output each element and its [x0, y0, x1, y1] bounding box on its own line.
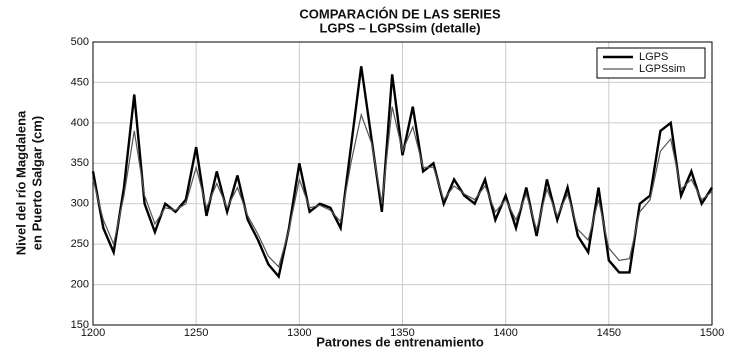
line-series: [91, 66, 714, 280]
x-tick-label: 1350: [390, 327, 414, 339]
x-tick-label: 1400: [493, 327, 517, 339]
x-tick-label: 1450: [597, 327, 621, 339]
x-tick-label: 1200: [81, 327, 105, 339]
y-tick-label: 450: [71, 76, 89, 88]
y-tick-label: 150: [71, 319, 89, 331]
y-tick-label: 350: [71, 157, 89, 169]
legend-label: LGPSsim: [639, 63, 685, 75]
y-tick-label: 400: [71, 117, 89, 129]
y-axis-label: Nivel del río Magdalena: [13, 110, 28, 255]
chart-title: COMPARACIÓN DE LAS SERIES: [299, 6, 501, 21]
x-tick-label: 1250: [184, 327, 208, 339]
legend-label: LGPS: [639, 51, 668, 63]
x-tick-label: 1300: [287, 327, 311, 339]
chart-subtitle: LGPS – LGPSsim (detalle): [319, 20, 480, 35]
y-axis-label: en Puerto Salgar (cm): [29, 116, 44, 250]
y-tick-label: 500: [71, 36, 89, 48]
x-axis-label: Patrones de entrenamiento: [316, 334, 484, 349]
y-tick-label: 300: [71, 198, 89, 210]
legend-box: [596, 47, 706, 79]
y-tick-label: 250: [71, 238, 89, 250]
x-tick-label: 1500: [700, 327, 724, 339]
line-series: [92, 106, 713, 268]
y-tick-label: 200: [71, 278, 89, 290]
plot-frame: [92, 41, 713, 326]
